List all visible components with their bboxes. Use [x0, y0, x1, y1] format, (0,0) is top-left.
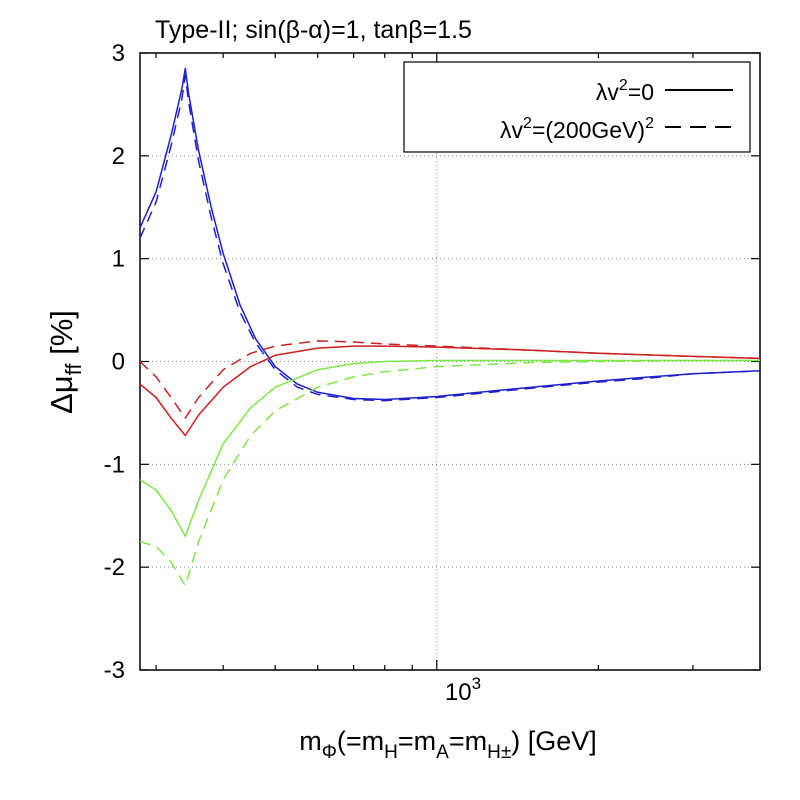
y-tick-label: 2 [112, 143, 125, 170]
series-line-blue-solid [139, 67, 761, 401]
series-group [139, 67, 761, 587]
axis-ticks [140, 52, 761, 671]
legend: λv2=0 λv2=(200GeV)2 [403, 61, 751, 153]
legend-label-solid: λv2=0 [596, 77, 654, 105]
y-tick-label: 0 [112, 349, 125, 376]
x-axis-label: mΦ(=mH=mA=mH±) [GeV] [299, 726, 597, 763]
y-tick-label: -3 [104, 657, 125, 684]
series-line-red-dashed [139, 340, 761, 419]
y-tick-label: -1 [104, 451, 125, 478]
chart-title: Type-II; sin(β-α)=1, tanβ=1.5 [155, 16, 472, 44]
series-line-red-solid [139, 345, 761, 437]
y-tick-label: -2 [104, 554, 125, 581]
y-tick-label: 3 [112, 40, 125, 67]
legend-box [403, 61, 751, 153]
x-tick-label: 103 [445, 674, 481, 706]
series-line-green-dashed [139, 359, 760, 587]
y-tick-label: 1 [112, 246, 125, 273]
legend-label-dashed: λv2=(200GeV)2 [500, 115, 654, 143]
y-tick-labels: 3 2 1 0 -1 -2 -3 [104, 40, 125, 684]
series-line-green-solid [139, 359, 760, 538]
y-axis-label: Δμff [%] [44, 310, 86, 414]
